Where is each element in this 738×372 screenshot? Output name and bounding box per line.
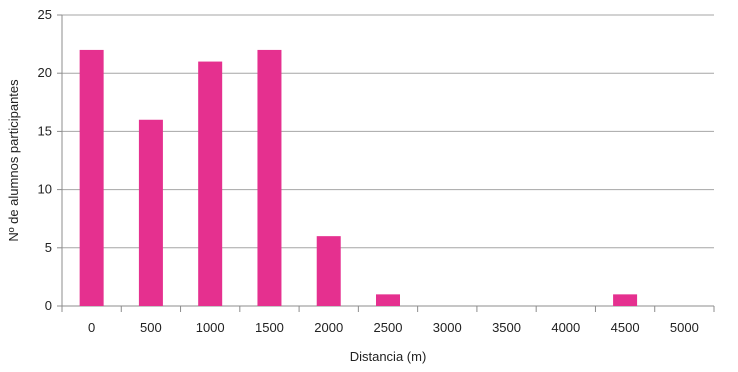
x-tick-label: 0 (88, 320, 95, 335)
bar (198, 61, 223, 307)
bar (376, 294, 400, 306)
x-tick-label: 4000 (551, 320, 580, 335)
gridlines (62, 14, 714, 249)
x-tick-label: 500 (140, 320, 162, 335)
y-tick-label: 20 (38, 65, 52, 80)
bar (316, 236, 341, 306)
y-tick-labels: 0 5 10 15 20 25 (38, 7, 52, 313)
x-tick-label: 1000 (196, 320, 225, 335)
bar (257, 49, 282, 307)
y-tick-label: 5 (45, 240, 52, 255)
x-tick-label: 1500 (255, 320, 284, 335)
y-tick-label: 15 (38, 123, 52, 138)
x-tick-label: 4500 (611, 320, 640, 335)
x-tick-labels: 0 500 1000 1500 2000 2500 3000 3500 4000 4500 5000 (88, 320, 699, 335)
y-axis-title: Nº de alumnos participantes (6, 79, 21, 242)
bar (79, 49, 104, 307)
bars (79, 49, 638, 307)
x-tick-label: 2500 (374, 320, 403, 335)
y-tick-label: 10 (38, 182, 52, 197)
y-tick-label: 0 (45, 298, 52, 313)
x-axis-title: Distancia (m) (350, 349, 427, 364)
x-tick-label: 5000 (670, 320, 699, 335)
x-tick-label: 3000 (433, 320, 462, 335)
bar (613, 294, 638, 306)
y-tick-label: 25 (38, 7, 52, 22)
x-tick-label: 2000 (314, 320, 343, 335)
bar (138, 119, 163, 306)
x-tick-label: 3500 (492, 320, 521, 335)
